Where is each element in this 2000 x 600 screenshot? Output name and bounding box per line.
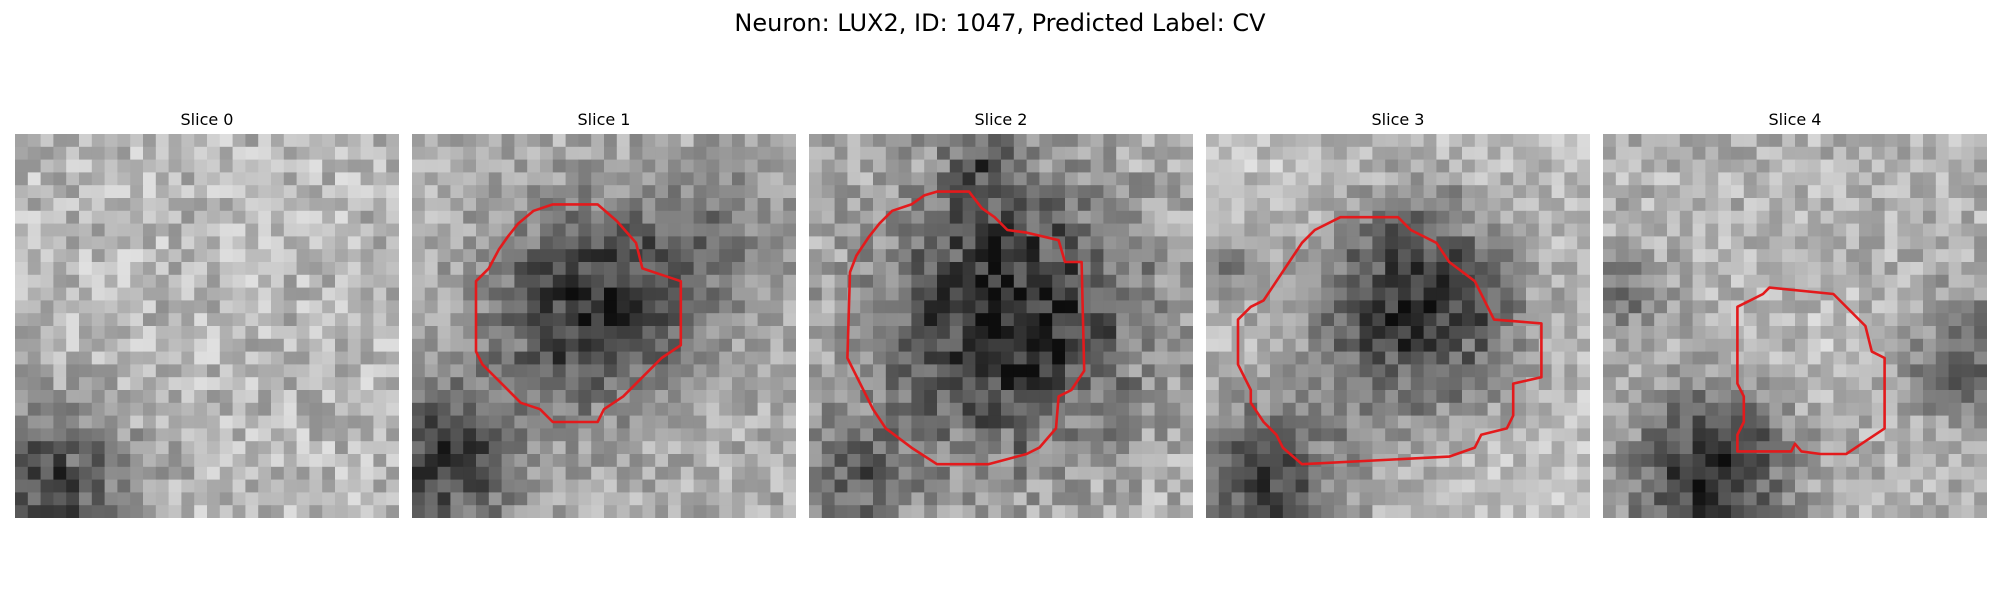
- slice-title-1: Slice 1: [577, 110, 631, 129]
- slice-title-2: Slice 2: [974, 110, 1028, 129]
- cell-contour-1: [474, 203, 683, 424]
- slice-title-0: Slice 0: [180, 110, 234, 129]
- slice-title-3: Slice 3: [1371, 110, 1425, 129]
- cell-contour-3: [1236, 215, 1543, 466]
- slice-panel-0: Slice 0: [15, 110, 399, 518]
- cell-contour-2: [846, 190, 1086, 466]
- slice-title-4: Slice 4: [1768, 110, 1822, 129]
- slice-panel-4: Slice 4: [1603, 110, 1987, 518]
- slice-image-4: [1603, 134, 1987, 518]
- slice-panel-2: Slice 2: [809, 110, 1193, 518]
- slice-image-1: [412, 134, 796, 518]
- cell-contour-4: [1736, 286, 1886, 456]
- slice-panel-1: Slice 1: [412, 110, 796, 518]
- figure-title: Neuron: LUX2, ID: 1047, Predicted Label:…: [734, 9, 1266, 37]
- slice-image-0: [15, 134, 399, 518]
- slice-image-3: [1206, 134, 1590, 518]
- slice-panel-3: Slice 3: [1206, 110, 1590, 518]
- slice-image-2: [809, 134, 1193, 518]
